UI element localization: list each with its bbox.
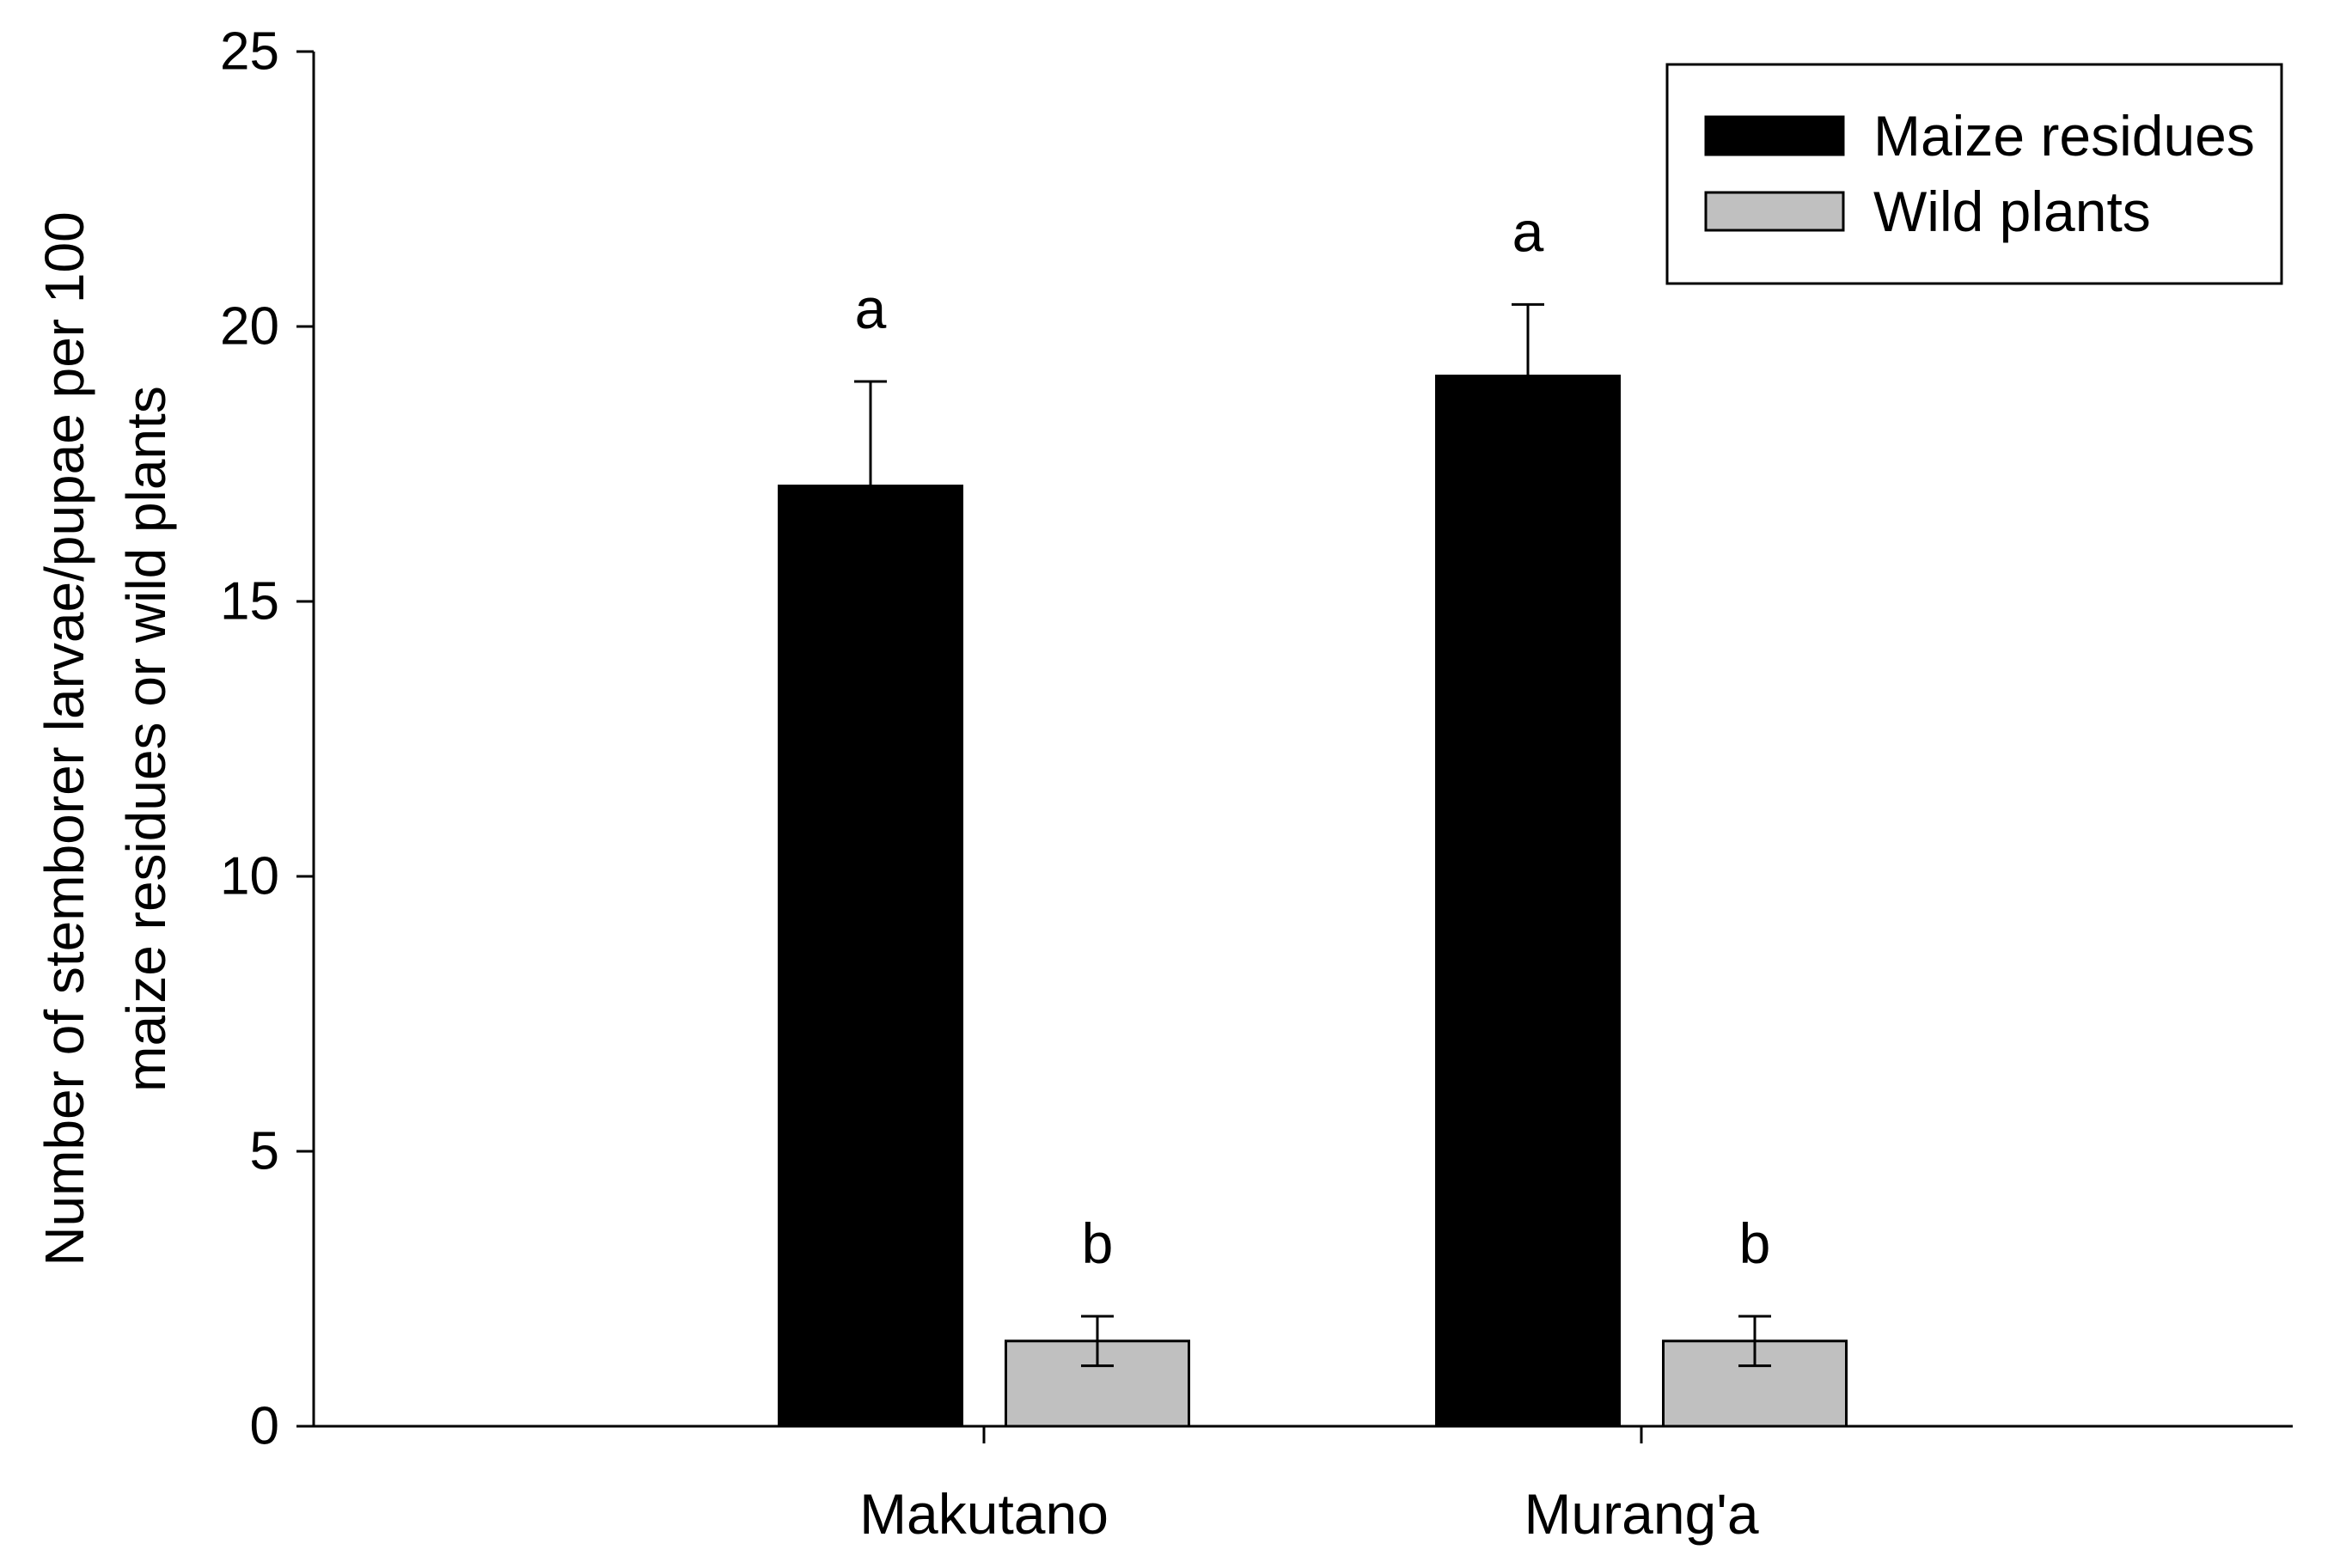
category-labels: Makutano Murang'a (859, 1482, 1759, 1546)
category-label: Makutano (859, 1482, 1109, 1546)
bar (778, 485, 963, 1428)
y-tick-label: 20 (220, 297, 279, 357)
significance-letters: a a b b (855, 199, 1771, 1275)
legend: Maize residues Wild plants (1665, 63, 2283, 285)
y-tick-label: 5 (250, 1122, 279, 1181)
y-tick-label: 0 (250, 1397, 279, 1456)
legend-box (1665, 63, 2283, 285)
bars (778, 375, 1848, 1428)
legend-label: Wild plants (1873, 180, 2151, 243)
y-tick-labels: 0 5 10 15 20 25 (220, 22, 279, 1456)
category-label: Murang'a (1524, 1482, 1758, 1546)
significance-letter: a (855, 277, 887, 340)
legend-swatch (1704, 191, 1845, 232)
legend-label: Maize residues (1873, 104, 2255, 168)
y-axis-label: Number of stemborer larvae/pupae per 100… (34, 211, 177, 1266)
legend-swatch (1704, 115, 1845, 156)
significance-letter: a (1512, 199, 1544, 263)
y-tick-label: 25 (220, 22, 279, 82)
bar (1435, 375, 1621, 1428)
y-axis-label-line: maize residues or wild plants (115, 386, 177, 1092)
y-tick-label: 10 (220, 847, 279, 906)
y-axis-label-line: Number of stemborer larvae/pupae per 100 (34, 211, 95, 1266)
significance-letter: b (1082, 1211, 1114, 1275)
y-tick-label: 15 (220, 572, 279, 631)
significance-letter: b (1739, 1211, 1771, 1275)
axes (296, 50, 2293, 1443)
error-bars (854, 302, 1771, 1368)
